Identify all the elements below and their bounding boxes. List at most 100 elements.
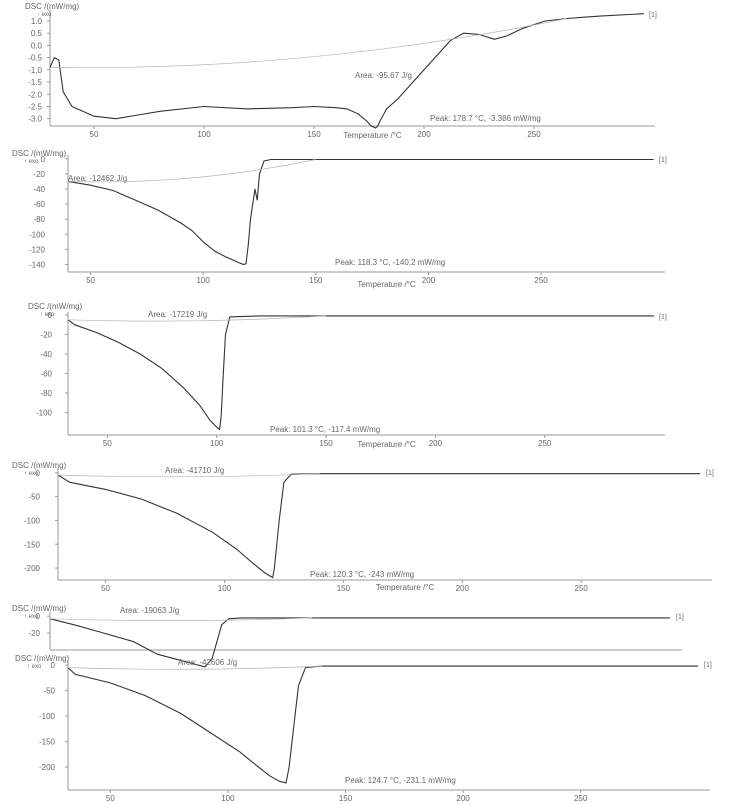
y-tick-label: -100 xyxy=(29,230,46,239)
curve-index-label: [1] xyxy=(704,662,712,669)
y-tick-label: -20 xyxy=(40,330,52,339)
dsc-panel-2: -140 -120 -100 -80 -60 -40 -20 0 50 100 150 200 250 D… xyxy=(12,149,667,289)
curve-index-label: [1] xyxy=(706,470,714,477)
x-tick-label: 50 xyxy=(106,794,115,803)
curve-index-label: [1] xyxy=(649,12,657,19)
peak-annotation: Peak: 101.3 °C, -117.4 mW/mg xyxy=(270,425,380,434)
x-tick-label: 250 xyxy=(538,439,552,448)
y-tick-label: 0 xyxy=(41,155,46,164)
x-tick-label: 100 xyxy=(221,794,235,803)
curve-index-label: [1] xyxy=(659,314,667,321)
peak-annotation: Peak: 120.3 °C, -243 mW/mg xyxy=(310,570,414,579)
x-tick-label: 100 xyxy=(196,276,210,285)
x-tick-label: 200 xyxy=(456,584,470,593)
area-baseline xyxy=(57,473,320,478)
dsc-curve xyxy=(49,617,671,668)
exo-marker: ↑ exo xyxy=(27,664,42,670)
y-tick-label: -2.5 xyxy=(28,102,42,111)
x-tick-label: 250 xyxy=(534,276,548,285)
peak-annotation: Peak: 118.3 °C, -140.2 mW/mg xyxy=(335,258,445,267)
area-annotation: Area: -41710 J/g xyxy=(165,466,224,475)
dsc-panel-1: -3.0 -2.5 -2.0 -1.5 -1.0 -0.5 0.0 0.5 1.0 50 100 15… xyxy=(25,2,657,140)
x-axis-title: Temperature /°C xyxy=(357,440,416,449)
x-axis-title: Temperature /°C xyxy=(376,583,435,592)
x-tick-label: 250 xyxy=(575,584,589,593)
dsc-curve xyxy=(67,158,654,266)
x-tick-label: 150 xyxy=(339,794,353,803)
dsc-panel-4: -200 -150 -100 -50 0 50 100 150 200 250 DSC /(mW/m… xyxy=(12,461,714,593)
dsc-panel-6: -200 -150 -100 -50 0 50 100 150 200 250 DSC /(mW/m… xyxy=(15,654,712,803)
y-tick-label: -140 xyxy=(29,260,46,269)
y-tick-label: -80 xyxy=(33,215,45,224)
y-tick-label: 0.0 xyxy=(31,41,43,50)
y-tick-label: -150 xyxy=(24,540,41,549)
x-tick-label: 50 xyxy=(101,584,110,593)
y-tick-label: -50 xyxy=(28,493,40,502)
x-tick-label: 150 xyxy=(307,130,321,139)
exo-marker: ↑ exo xyxy=(24,471,39,477)
dsc-curve xyxy=(67,665,699,784)
x-tick-label: 150 xyxy=(319,439,333,448)
area-baseline xyxy=(67,315,327,322)
dsc-panel-3: -100 -80 -60 -40 -20 0 50 100 150 200 250 DSC /(mW/… xyxy=(28,302,667,449)
y-tick-label: -2.0 xyxy=(28,90,42,99)
x-tick-label: 250 xyxy=(574,794,588,803)
y-tick-label: -40 xyxy=(40,350,52,359)
area-baseline xyxy=(49,617,313,621)
y-tick-label: -100 xyxy=(36,409,53,418)
y-axis-title: DSC /(mW/mg) xyxy=(12,604,67,613)
exo-marker: ↑ exo xyxy=(24,614,39,620)
y-tick-label: -80 xyxy=(40,389,52,398)
x-tick-label: 50 xyxy=(90,130,99,139)
x-tick-label: 100 xyxy=(218,584,232,593)
x-tick-label: 150 xyxy=(337,584,351,593)
y-tick-label: -50 xyxy=(43,687,55,696)
peak-annotation: Peak: 178.7 °C, -3.386 mW/mg xyxy=(430,114,541,123)
dsc-curve xyxy=(57,473,701,579)
y-tick-label: -150 xyxy=(39,738,56,747)
y-tick-label: -20 xyxy=(28,629,40,638)
y-tick-label: 0.5 xyxy=(31,29,43,38)
curve-index-label: [1] xyxy=(676,614,684,621)
x-axis-title: Temperature /°C xyxy=(343,131,402,140)
y-tick-label: -60 xyxy=(40,370,52,379)
x-tick-label: 200 xyxy=(429,439,443,448)
x-tick-label: 50 xyxy=(86,276,95,285)
y-tick-label: 0 xyxy=(36,469,41,478)
y-tick-label: -3.0 xyxy=(28,115,42,124)
x-tick-label: 200 xyxy=(456,794,470,803)
area-baseline xyxy=(67,665,323,670)
y-tick-label: -1.0 xyxy=(28,66,42,75)
y-axis-title: DSC /(mW/mg) xyxy=(12,461,67,470)
peak-annotation: Peak: 124.7 °C, -231.1 mW/mg xyxy=(345,776,456,785)
area-annotation: Area: -95.67 J/g xyxy=(355,71,412,80)
x-tick-label: 200 xyxy=(417,130,431,139)
exo-marker: ↑ exo xyxy=(40,312,55,318)
y-tick-label: 0 xyxy=(48,311,53,320)
x-tick-label: 100 xyxy=(197,130,211,139)
area-annotation: Area: -19063 J/g xyxy=(120,606,179,615)
y-tick-label: 1.0 xyxy=(31,17,43,26)
dsc-curve xyxy=(49,13,645,129)
y-tick-label: 0 xyxy=(51,661,56,670)
area-annotation: Area: -17219 J/g xyxy=(148,310,207,319)
y-tick-label: 0 xyxy=(36,612,41,621)
x-axis-title: Temperature /°C xyxy=(357,280,416,289)
y-tick-label: -60 xyxy=(33,200,45,209)
area-annotation: Area: -12462 J/g xyxy=(68,174,127,183)
exo-marker: ↑ exo xyxy=(37,12,52,18)
y-axis-title: DSC /(mW/mg) xyxy=(28,302,83,311)
y-tick-label: -100 xyxy=(39,712,56,721)
x-tick-label: 200 xyxy=(422,276,436,285)
area-baseline xyxy=(49,18,568,69)
y-tick-label: -0.5 xyxy=(28,54,42,63)
y-tick-label: -40 xyxy=(33,185,45,194)
x-tick-label: 100 xyxy=(210,439,224,448)
y-tick-label: -200 xyxy=(39,763,56,772)
area-baseline xyxy=(67,159,316,183)
y-tick-label: -200 xyxy=(24,564,41,573)
y-tick-label: -120 xyxy=(29,245,46,254)
exo-marker: ↑ exo xyxy=(24,159,39,165)
